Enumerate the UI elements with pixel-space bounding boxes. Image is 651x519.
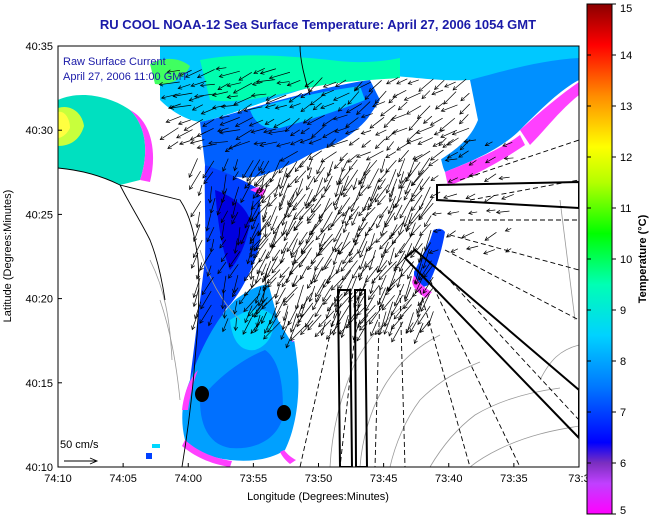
scale-label: 50 cm/s xyxy=(60,439,99,451)
colorbar-tick-label: 8 xyxy=(620,356,626,368)
colorbar-tick-label: 14 xyxy=(620,50,632,62)
y-axis-label: Latitude (Degrees:Minutes) xyxy=(2,190,14,323)
x-tick-label: 74:10 xyxy=(44,473,72,485)
y-tick-label: 40:15 xyxy=(25,378,53,390)
y-tick-label: 40:25 xyxy=(25,209,53,221)
x-tick-label: 74:05 xyxy=(109,473,137,485)
map-title: RU COOL NOAA-12 Sea Surface Temperature:… xyxy=(100,17,536,32)
x-tick-label: 73:3 xyxy=(568,473,589,485)
colorbar-tick-label: 10 xyxy=(620,254,632,266)
shore-station-2 xyxy=(277,405,291,421)
overlay-line-1: Raw Surface Current xyxy=(63,56,166,68)
colorbar-tick-label: 13 xyxy=(620,101,632,113)
radar-cell-outlines xyxy=(336,180,579,467)
bathymetry-contours xyxy=(149,199,579,467)
y-axis-ticks: 40:35 40:30 40:25 40:20 40:15 40:10 xyxy=(25,41,62,474)
sst-field xyxy=(58,46,579,467)
colorbar-tick-label: 7 xyxy=(620,407,626,419)
colorbar-tick-label: 12 xyxy=(620,152,632,164)
plot-area xyxy=(58,46,579,467)
colorbar-tick-label: 5 xyxy=(620,505,626,517)
colorbar-tick-label: 9 xyxy=(620,305,626,317)
colorbar-ticks: 5 6 7 8 9 10 11 12 13 14 15 xyxy=(587,3,632,517)
x-axis-ticks: 74:10 74:05 74:00 73:55 73:50 73:45 73:40 73:35… xyxy=(44,463,590,485)
x-tick-label: 73:40 xyxy=(435,473,463,485)
x-tick-label: 73:45 xyxy=(370,473,398,485)
y-tick-label: 40:30 xyxy=(25,125,53,137)
shore-station-1 xyxy=(195,386,209,402)
x-tick-label: 73:50 xyxy=(305,473,333,485)
current-vectors xyxy=(158,66,514,349)
colorbar-tick-label: 15 xyxy=(620,3,632,15)
x-tick-label: 73:55 xyxy=(240,473,268,485)
y-tick-label: 40:35 xyxy=(25,41,53,53)
colorbar-label: Temperature (°C) xyxy=(637,214,649,303)
y-tick-label: 40:10 xyxy=(25,462,53,474)
x-tick-label: 74:00 xyxy=(174,473,202,485)
x-tick-label: 73:35 xyxy=(500,473,528,485)
y-tick-label: 40:20 xyxy=(25,294,53,306)
colorbar-tick-label: 6 xyxy=(620,458,626,470)
overlay-line-2: April 27, 2006 11:00 GMT xyxy=(63,71,188,83)
colorbar-tick-label: 11 xyxy=(620,203,631,215)
x-axis-label: Longitude (Degrees:Minutes) xyxy=(247,491,389,503)
